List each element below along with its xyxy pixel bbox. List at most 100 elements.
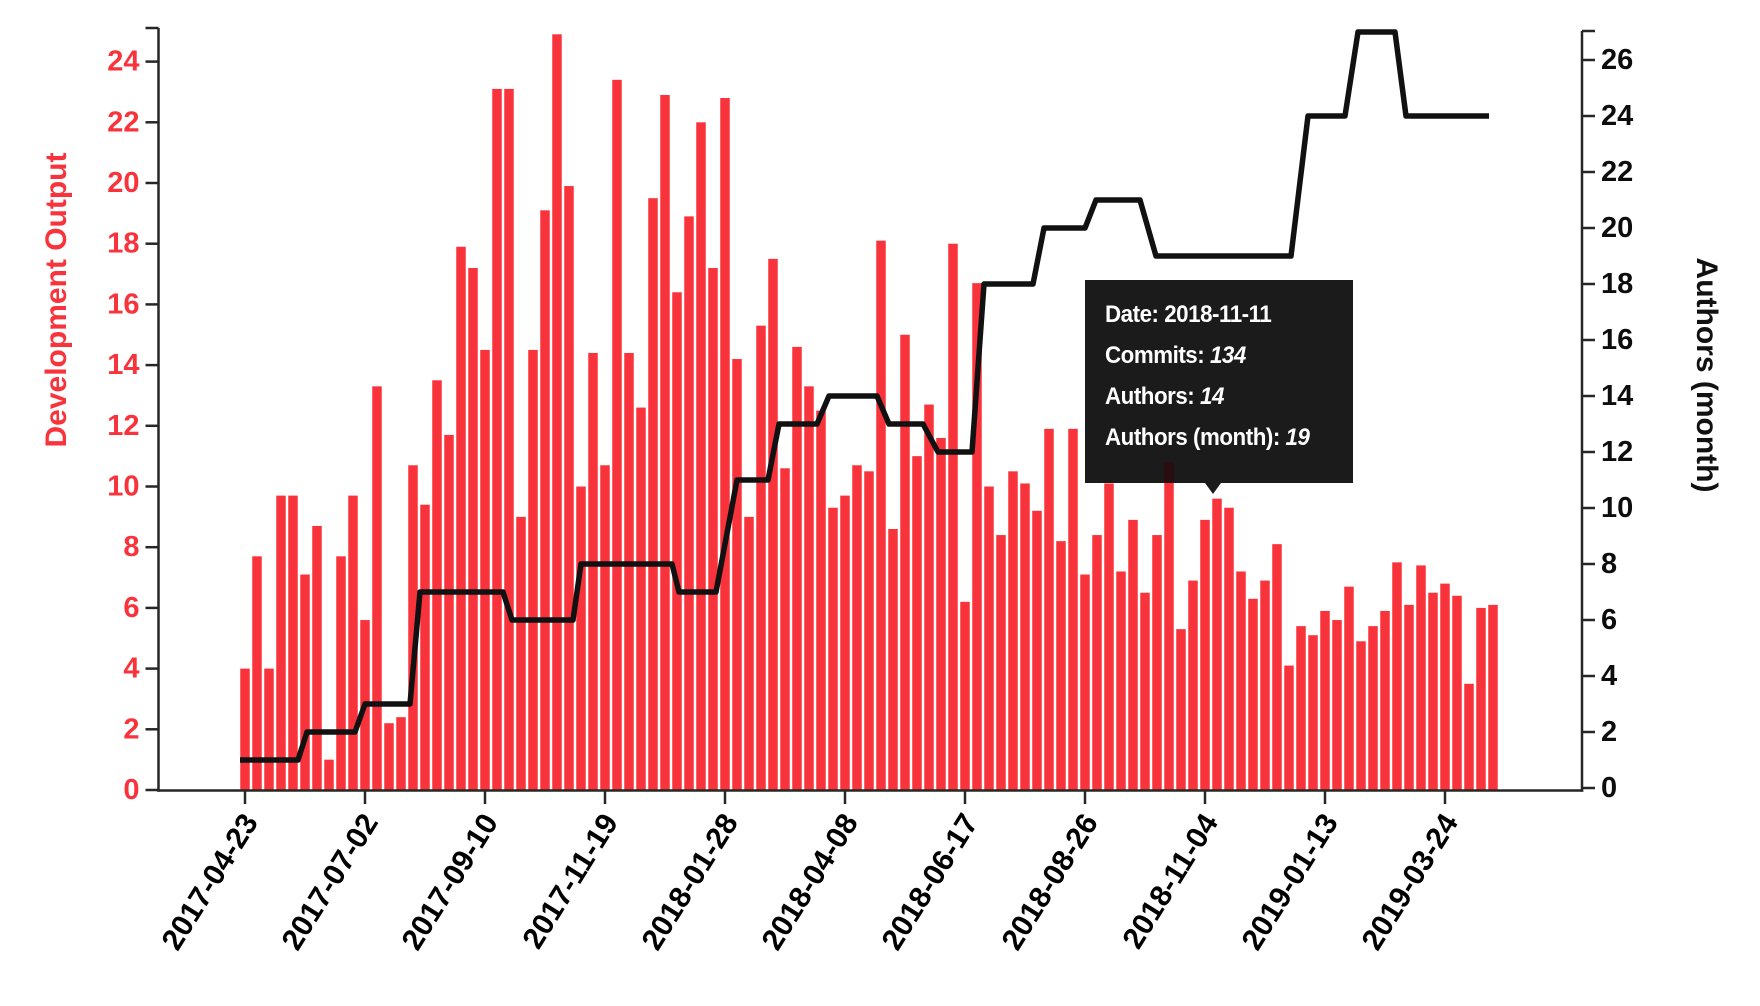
bar[interactable] bbox=[780, 468, 790, 791]
bar[interactable] bbox=[864, 471, 874, 791]
bar[interactable] bbox=[516, 516, 526, 791]
bar[interactable] bbox=[1428, 592, 1438, 791]
bar[interactable] bbox=[1056, 541, 1066, 791]
bar[interactable] bbox=[1200, 519, 1210, 791]
bar[interactable] bbox=[372, 386, 382, 791]
bar[interactable] bbox=[984, 486, 994, 791]
bar[interactable] bbox=[1152, 535, 1162, 791]
bar[interactable] bbox=[600, 465, 610, 791]
bar[interactable] bbox=[1452, 595, 1462, 791]
bar[interactable] bbox=[1068, 428, 1078, 791]
bar[interactable] bbox=[444, 434, 454, 791]
bar[interactable] bbox=[624, 352, 634, 791]
bar[interactable] bbox=[468, 267, 478, 791]
bar[interactable] bbox=[1260, 580, 1270, 791]
bar[interactable] bbox=[1296, 626, 1306, 791]
bar[interactable] bbox=[768, 258, 778, 791]
bar[interactable] bbox=[1140, 592, 1150, 791]
bar[interactable] bbox=[1116, 571, 1126, 791]
bar[interactable] bbox=[432, 380, 442, 791]
bar[interactable] bbox=[708, 267, 718, 791]
bar[interactable] bbox=[336, 556, 346, 791]
bar[interactable] bbox=[912, 456, 922, 791]
bar[interactable] bbox=[408, 465, 418, 791]
bar[interactable] bbox=[276, 495, 286, 791]
bar[interactable] bbox=[300, 574, 310, 791]
bar[interactable] bbox=[1032, 510, 1042, 791]
bar[interactable] bbox=[1416, 565, 1426, 791]
bar[interactable] bbox=[1212, 498, 1222, 791]
bar[interactable] bbox=[1488, 604, 1498, 791]
bar[interactable] bbox=[1380, 610, 1390, 791]
bar[interactable] bbox=[1284, 665, 1294, 791]
bar[interactable] bbox=[684, 216, 694, 791]
bar[interactable] bbox=[1464, 683, 1474, 791]
bar[interactable] bbox=[792, 346, 802, 791]
bar[interactable] bbox=[852, 465, 862, 791]
bar[interactable] bbox=[1272, 544, 1282, 791]
bar[interactable] bbox=[660, 94, 670, 791]
bar[interactable] bbox=[1188, 580, 1198, 791]
bar[interactable] bbox=[840, 495, 850, 791]
bar[interactable] bbox=[1440, 583, 1450, 791]
bar[interactable] bbox=[252, 556, 262, 791]
bar[interactable] bbox=[720, 98, 730, 791]
bar[interactable] bbox=[552, 34, 562, 791]
bar[interactable] bbox=[888, 528, 898, 791]
bar[interactable] bbox=[1308, 635, 1318, 791]
bar[interactable] bbox=[384, 723, 394, 791]
bar[interactable] bbox=[804, 386, 814, 791]
bar[interactable] bbox=[1020, 483, 1030, 791]
bar[interactable] bbox=[1128, 519, 1138, 791]
bar[interactable] bbox=[1404, 604, 1414, 791]
bar[interactable] bbox=[876, 240, 886, 791]
bar[interactable] bbox=[492, 88, 502, 791]
bar[interactable] bbox=[648, 198, 658, 791]
bar[interactable] bbox=[288, 495, 298, 791]
bar[interactable] bbox=[996, 535, 1006, 791]
bar[interactable] bbox=[1008, 471, 1018, 791]
bar[interactable] bbox=[1224, 507, 1234, 791]
bar[interactable] bbox=[324, 759, 334, 791]
bar[interactable] bbox=[564, 186, 574, 791]
bar[interactable] bbox=[1344, 586, 1354, 791]
bar[interactable] bbox=[1356, 641, 1366, 791]
bar[interactable] bbox=[1164, 462, 1174, 791]
bar[interactable] bbox=[948, 243, 958, 791]
bar[interactable] bbox=[480, 349, 490, 791]
bar[interactable] bbox=[1368, 626, 1378, 791]
bar[interactable] bbox=[1176, 629, 1186, 791]
bar[interactable] bbox=[636, 407, 646, 791]
bar[interactable] bbox=[240, 668, 250, 791]
bar[interactable] bbox=[1248, 598, 1258, 791]
bar[interactable] bbox=[1236, 571, 1246, 791]
bar[interactable] bbox=[744, 516, 754, 791]
bar[interactable] bbox=[1044, 428, 1054, 791]
bar[interactable] bbox=[828, 507, 838, 791]
bar[interactable] bbox=[1476, 607, 1486, 791]
bar[interactable] bbox=[456, 246, 466, 791]
bar[interactable] bbox=[732, 359, 742, 791]
bar[interactable] bbox=[936, 437, 946, 791]
bar[interactable] bbox=[420, 504, 430, 791]
bar[interactable] bbox=[756, 325, 766, 791]
bar[interactable] bbox=[972, 283, 982, 791]
bar[interactable] bbox=[960, 601, 970, 791]
bar[interactable] bbox=[348, 495, 358, 791]
authors-line[interactable] bbox=[240, 29, 1489, 763]
bar[interactable] bbox=[924, 404, 934, 791]
bar[interactable] bbox=[816, 410, 826, 791]
bar[interactable] bbox=[528, 349, 538, 791]
bar[interactable] bbox=[612, 79, 622, 791]
bar[interactable] bbox=[696, 122, 706, 791]
bar[interactable] bbox=[1080, 574, 1090, 791]
bar[interactable] bbox=[1320, 610, 1330, 791]
bar[interactable] bbox=[1392, 562, 1402, 791]
bar[interactable] bbox=[672, 292, 682, 791]
bar[interactable] bbox=[504, 88, 514, 791]
bar[interactable] bbox=[588, 352, 598, 791]
bar[interactable] bbox=[396, 717, 406, 791]
bar[interactable] bbox=[900, 334, 910, 791]
bar[interactable] bbox=[1104, 483, 1114, 791]
bar[interactable] bbox=[540, 210, 550, 791]
